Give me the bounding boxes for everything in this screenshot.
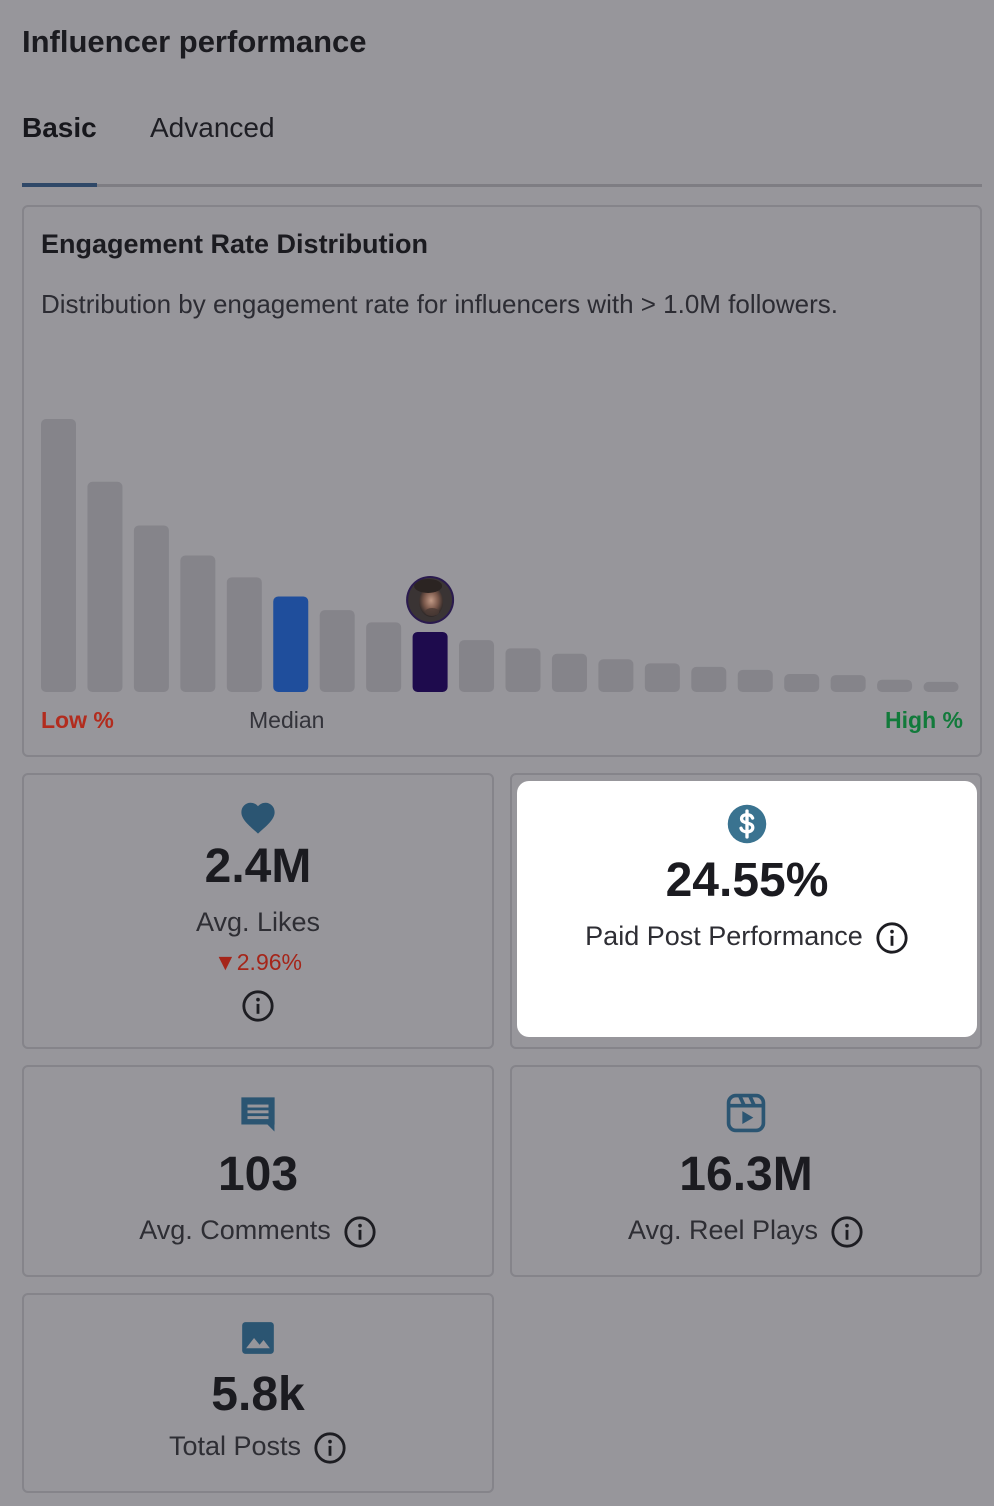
influencer-avatar[interactable]	[406, 575, 455, 624]
paid-post-value: 24.55%	[665, 854, 829, 907]
distribution-bar	[784, 673, 820, 692]
distribution-bar	[505, 648, 541, 692]
paid-post-card[interactable]: 24.55% Paid Post Performance	[517, 781, 977, 1037]
median-label: Median	[249, 707, 325, 733]
avg-comments-card: 103 Avg. Comments	[22, 1065, 494, 1277]
distribution-subtitle: Distribution by engagement rate for infl…	[41, 289, 838, 319]
distribution-bar	[691, 666, 727, 692]
distribution-bar	[598, 659, 634, 692]
engagement-distribution-card: Engagement Rate Distribution Distributio…	[22, 205, 982, 757]
info-icon[interactable]	[241, 989, 275, 1023]
avg-reel-plays-card: 16.3M Avg. Reel Plays	[510, 1065, 982, 1277]
distribution-bar	[41, 419, 76, 692]
info-icon[interactable]	[830, 1215, 864, 1249]
info-icon[interactable]	[313, 1431, 347, 1465]
avg-comments-value: 103	[217, 1148, 299, 1201]
distribution-title: Engagement Rate Distribution	[41, 229, 429, 259]
avg-reel-plays-value: 16.3M	[679, 1148, 813, 1201]
high-percent-label: High %	[885, 707, 963, 733]
influencer-bar	[412, 631, 448, 692]
distribution-bar	[551, 653, 587, 692]
distribution-bar	[87, 481, 123, 692]
distribution-bar	[226, 577, 262, 692]
avg-comments-label-row: Avg. Comments	[24, 1215, 492, 1249]
image-icon	[242, 1322, 274, 1354]
tab-basic[interactable]: Basic	[22, 112, 97, 143]
distribution-bar	[830, 675, 866, 692]
comment-icon	[241, 1097, 275, 1132]
info-icon[interactable]	[875, 921, 909, 955]
paid-post-label-row: Paid Post Performance	[517, 921, 977, 955]
dollar-icon	[727, 804, 767, 844]
paid-post-label: Paid Post Performance	[585, 921, 863, 952]
total-posts-card: 5.8k Total Posts	[22, 1293, 494, 1493]
avg-likes-card: 2.4M Avg. Likes ▼2.96%	[22, 773, 494, 1049]
avg-comments-label: Avg. Comments	[139, 1215, 331, 1246]
avg-likes-delta: ▼2.96%	[214, 949, 302, 975]
distribution-bar	[923, 681, 959, 692]
distribution-bar	[133, 525, 169, 692]
info-icon[interactable]	[343, 1215, 377, 1249]
heart-icon	[241, 802, 275, 834]
tab-rail	[22, 184, 982, 187]
total-posts-label-row: Total Posts	[24, 1431, 492, 1465]
distribution-bar	[319, 610, 355, 692]
page-title: Influencer performance	[22, 24, 367, 59]
avg-reel-plays-label: Avg. Reel Plays	[627, 1215, 819, 1246]
median-bar	[273, 596, 309, 692]
distribution-bar	[366, 622, 402, 692]
avg-reel-plays-label-row: Avg. Reel Plays	[512, 1215, 980, 1249]
reel-icon	[726, 1093, 766, 1133]
distribution-bar	[180, 555, 216, 692]
distribution-bar	[644, 663, 680, 692]
avg-likes-label: Avg. Likes	[195, 907, 321, 937]
distribution-bar	[877, 679, 913, 692]
total-posts-label: Total Posts	[168, 1431, 302, 1462]
tab-active-indicator	[22, 183, 97, 187]
distribution-bar	[737, 669, 773, 692]
tab-advanced[interactable]: Advanced	[150, 112, 275, 143]
distribution-bar	[459, 640, 495, 692]
low-percent-label: Low %	[41, 707, 114, 733]
total-posts-value: 5.8k	[211, 1368, 305, 1421]
engagement-chart	[41, 419, 959, 692]
tab-bar: Basic Advanced	[22, 112, 982, 190]
avg-likes-value: 2.4M	[204, 840, 312, 893]
